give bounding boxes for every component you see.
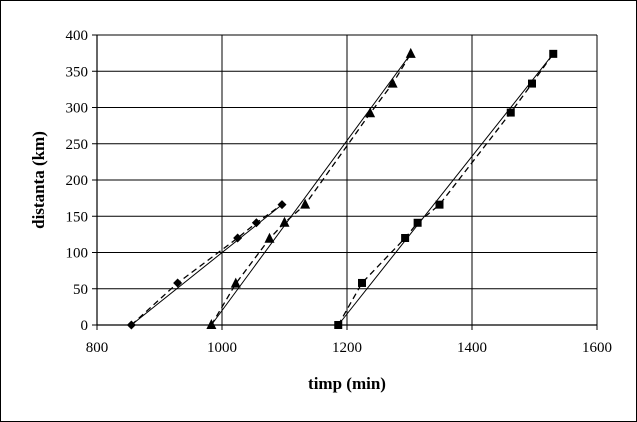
dashed-line-series-1 <box>130 204 283 326</box>
square-marker <box>435 200 444 209</box>
data-markers <box>126 47 558 330</box>
y-tick-label: 300 <box>66 101 89 117</box>
y-tick-label: 400 <box>66 28 89 44</box>
y-tick-label: 250 <box>66 137 89 153</box>
square-marker <box>506 108 515 117</box>
x-axis-title: timp (min) <box>308 374 386 393</box>
x-tick-label: 1000 <box>207 340 237 356</box>
triangle-marker <box>405 47 416 58</box>
x-tick-label: 1600 <box>582 340 612 356</box>
square-marker <box>413 218 422 227</box>
fit-lines <box>131 53 554 326</box>
axes <box>92 34 598 330</box>
fit-line-series-2 <box>210 53 412 326</box>
square-marker <box>549 49 558 58</box>
x-tick-label: 1400 <box>457 340 487 356</box>
y-tick-label: 200 <box>66 173 89 189</box>
dashed-connectors <box>130 53 554 326</box>
x-tick-label: 1200 <box>332 340 362 356</box>
triangle-marker <box>206 319 217 329</box>
square-marker <box>334 321 343 329</box>
triangle-marker <box>387 77 398 88</box>
diamond-marker <box>126 320 136 330</box>
tick-labels: 0 50 100 150 200 250 300 350 400 800 1000 1200 1400 1… <box>66 28 613 356</box>
triangle-marker <box>365 107 376 118</box>
diamond-marker <box>233 233 243 243</box>
triangle-marker <box>300 198 311 209</box>
diamond-marker <box>173 278 183 288</box>
triangle-marker <box>279 216 290 227</box>
square-marker <box>358 278 366 287</box>
dashed-line-series-3 <box>337 53 554 326</box>
diamond-marker <box>251 218 261 228</box>
triangle-marker <box>230 277 241 288</box>
fit-line-series-3 <box>337 53 554 326</box>
y-tick-label: 350 <box>66 64 89 80</box>
y-tick-label: 150 <box>66 209 89 225</box>
square-marker <box>401 234 410 242</box>
diamond-marker <box>277 200 287 210</box>
square-marker <box>528 79 536 88</box>
y-tick-label: 50 <box>73 282 88 298</box>
x-tick-label: 800 <box>86 340 109 356</box>
y-tick-label: 0 <box>81 318 89 334</box>
y-axis-title: distanta (km) <box>29 131 48 229</box>
y-tick-label: 100 <box>66 246 89 262</box>
triangle-marker <box>264 232 275 243</box>
grid-lines <box>97 34 598 325</box>
